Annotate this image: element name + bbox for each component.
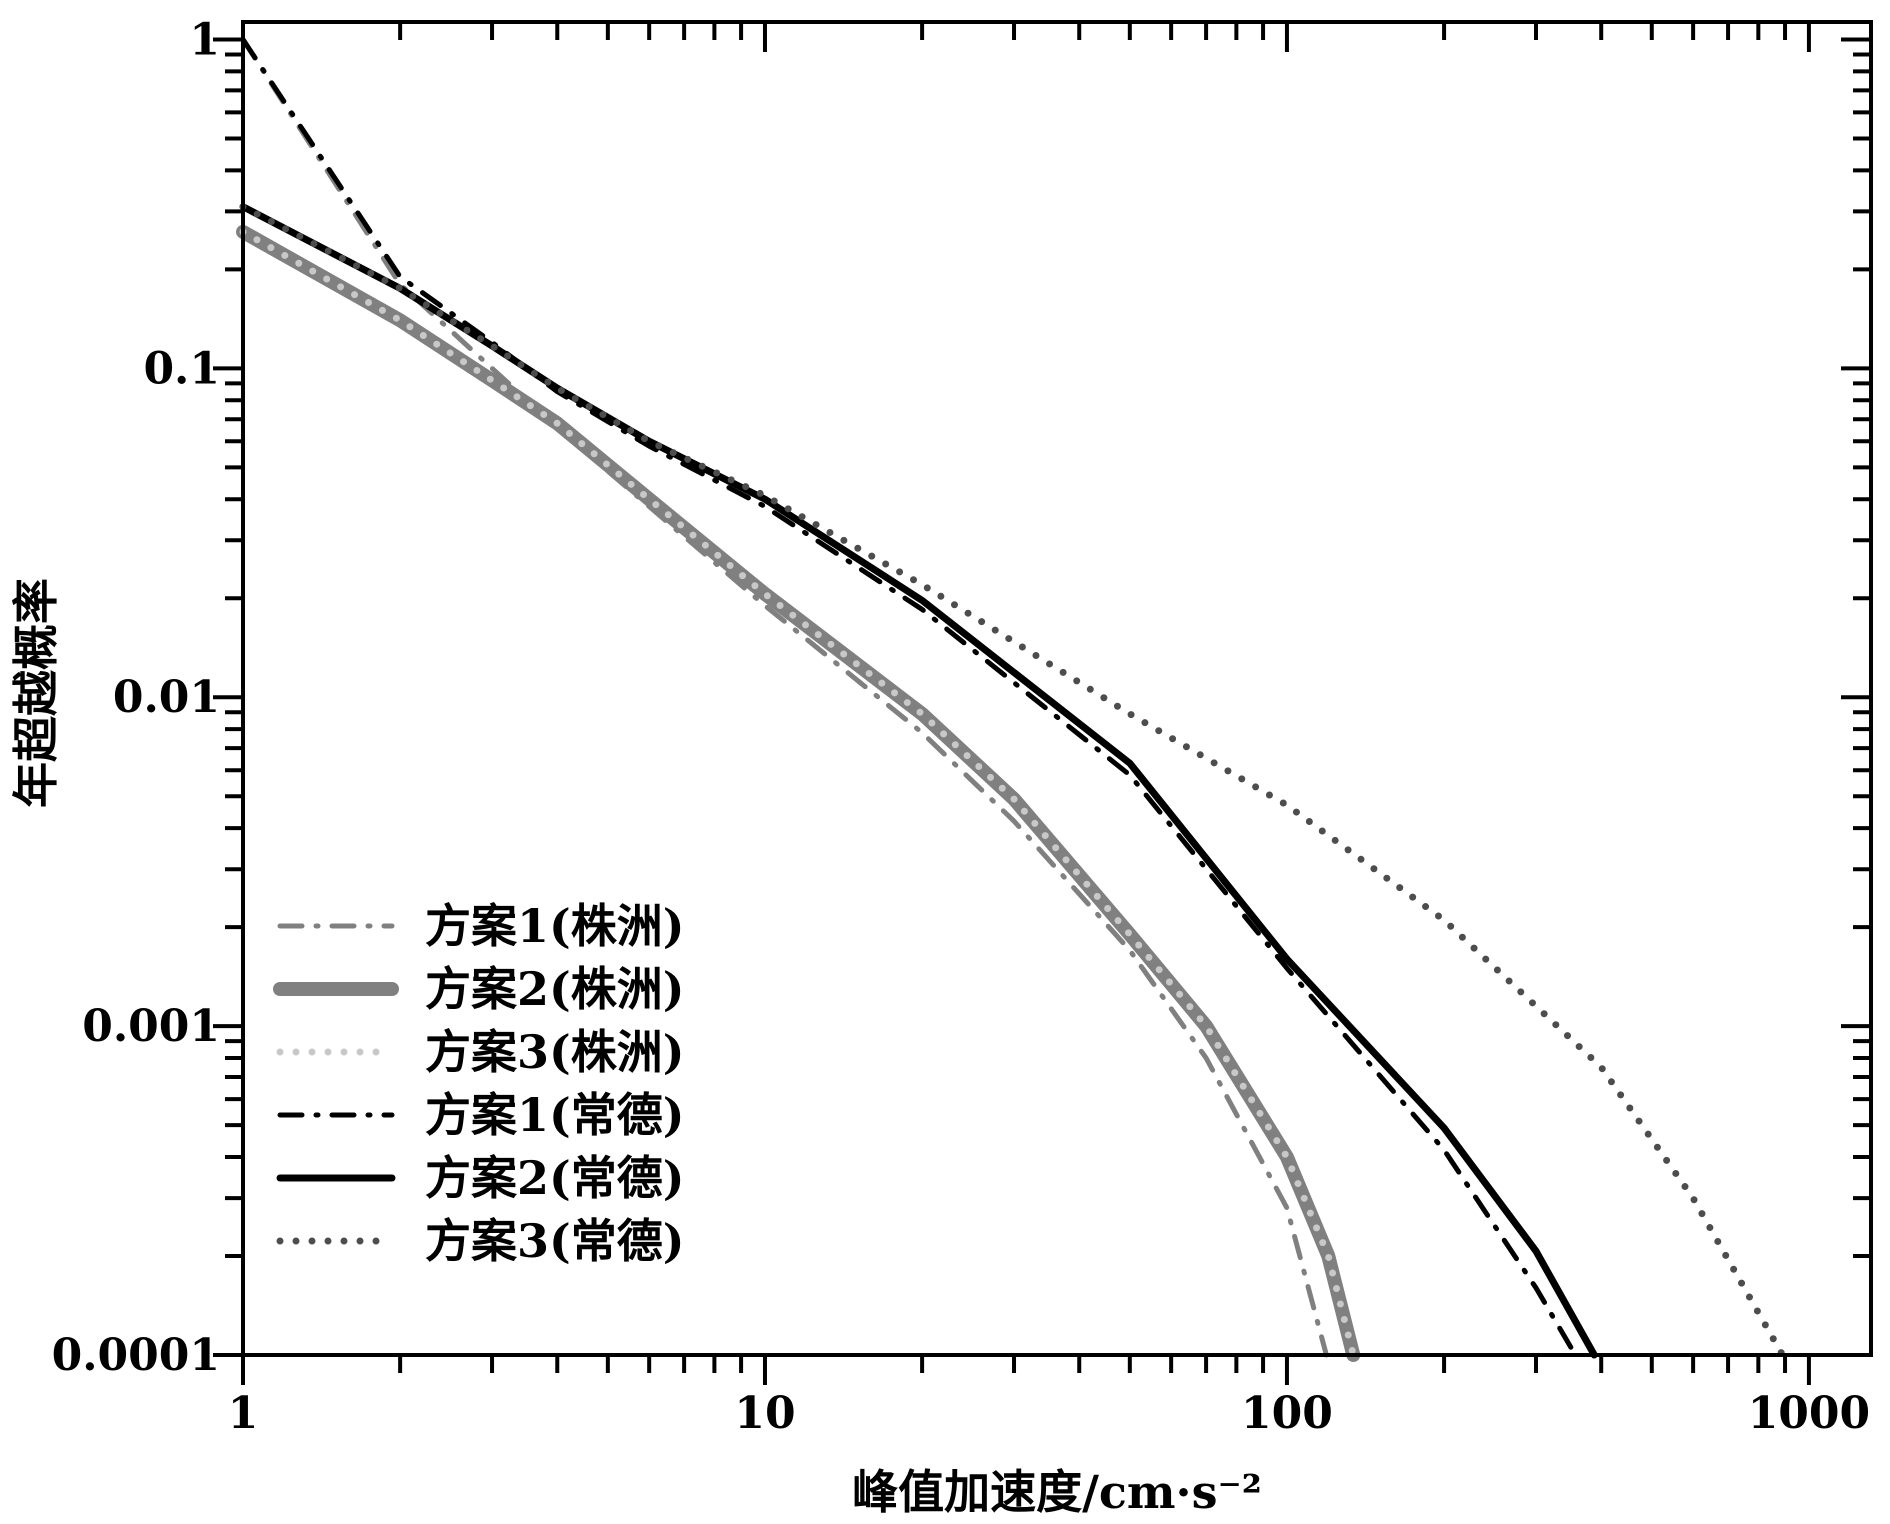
legend-label: 方案1(株洲) xyxy=(425,899,685,953)
series-line xyxy=(240,37,1578,1358)
y-axis-title: 年超越概率 xyxy=(9,578,63,808)
series-line xyxy=(239,203,1598,1359)
series-line xyxy=(239,203,1786,1359)
legend-label: 方案2(株洲) xyxy=(425,962,685,1016)
y-tick-label: 0.001 xyxy=(82,1001,220,1052)
legend-label: 方案3(株洲) xyxy=(425,1025,685,1079)
y-tick-label: 0.1 xyxy=(143,343,220,394)
x-axis-title: 峰值加速度/cm·s⁻² xyxy=(852,1465,1262,1519)
x-tick-label: 1 xyxy=(228,1388,259,1439)
legend-item: 方案1(常德) xyxy=(277,1088,685,1142)
axis-ticks xyxy=(213,22,1871,1385)
legend-item: 方案2(常德) xyxy=(276,1151,685,1205)
series-line xyxy=(240,37,1329,1358)
legend: 方案1(株洲) 方案2(株洲) 方案3(株洲) 方案1(常德) 方案2(常德) … xyxy=(273,899,685,1268)
y-tick-label: 0.01 xyxy=(113,672,220,723)
y-tick-labels: 1 0.1 0.01 0.001 0.0001 xyxy=(52,14,220,1381)
x-tick-label: 10 xyxy=(734,1388,795,1439)
legend-item: 方案3(株洲) xyxy=(276,1025,685,1079)
plot-frame xyxy=(241,20,1873,1357)
y-tick-label: 1 xyxy=(189,14,220,65)
series-line xyxy=(236,224,1361,1362)
legend-label: 方案2(常德) xyxy=(425,1151,685,1205)
x-tick-label: 1000 xyxy=(1748,1388,1870,1439)
x-tick-label: 100 xyxy=(1241,1388,1333,1439)
legend-item: 方案2(株洲) xyxy=(273,962,685,1016)
legend-item: 方案3(常德) xyxy=(276,1214,685,1268)
series-lines xyxy=(236,37,1786,1362)
series-line xyxy=(239,228,1357,1359)
x-tick-labels: 1 10 100 1000 xyxy=(228,1388,1870,1439)
y-tick-label: 0.0001 xyxy=(52,1330,220,1381)
legend-label: 方案1(常德) xyxy=(425,1088,685,1142)
legend-item: 方案1(株洲) xyxy=(277,899,685,953)
legend-label: 方案3(常德) xyxy=(425,1214,685,1268)
